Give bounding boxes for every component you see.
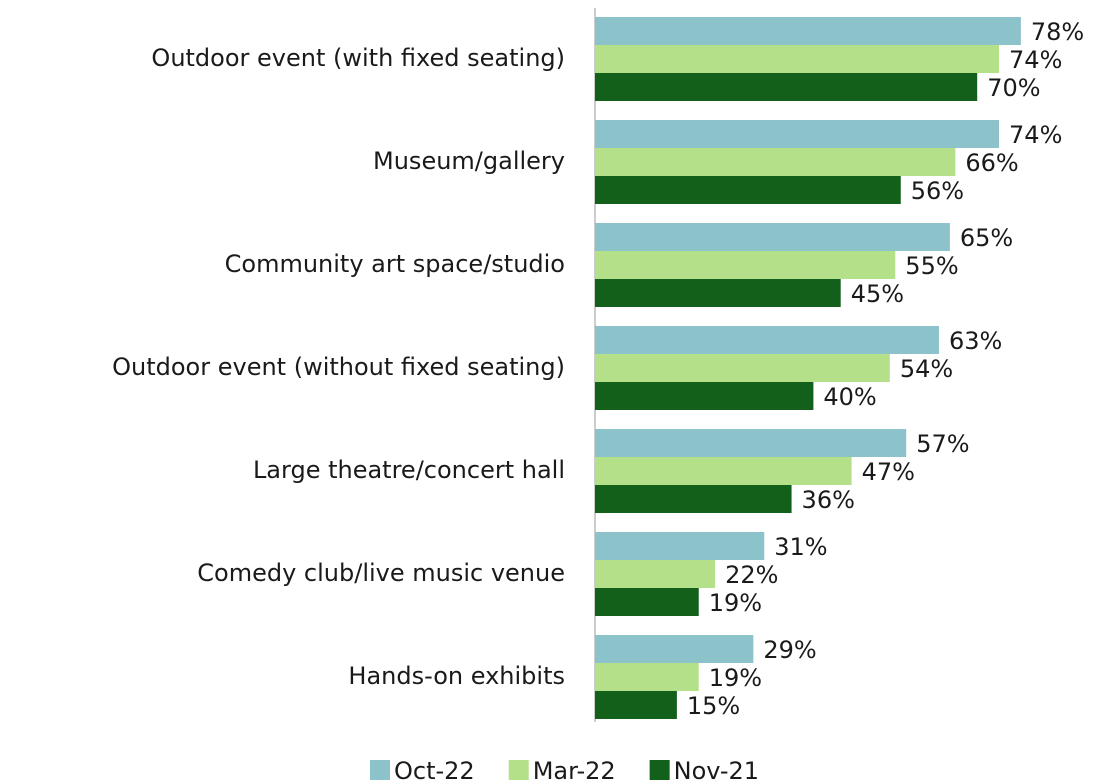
bar — [595, 223, 950, 251]
category-label: Comedy club/live music venue — [197, 559, 565, 587]
data-label: 74% — [1009, 121, 1062, 149]
bar — [595, 17, 1021, 45]
bar — [595, 691, 677, 719]
category-label: Large theatre/concert hall — [253, 456, 565, 484]
data-label: 57% — [916, 430, 969, 458]
bar — [595, 45, 1000, 73]
category-label: Hands-on exhibits — [348, 662, 565, 690]
bar — [595, 457, 852, 485]
bar — [595, 663, 699, 691]
data-label: 31% — [774, 533, 827, 561]
data-label: 47% — [862, 458, 915, 486]
legend-label: Mar-22 — [533, 757, 616, 783]
bar — [595, 382, 814, 410]
legend-swatch — [508, 760, 529, 780]
bar — [595, 635, 754, 663]
bar — [595, 251, 896, 279]
bar — [595, 326, 939, 354]
bar — [595, 120, 1000, 148]
data-label: 74% — [1009, 46, 1062, 74]
data-label: 56% — [911, 177, 964, 205]
bar — [595, 354, 890, 382]
legend-swatch — [370, 760, 390, 780]
data-label: 40% — [823, 383, 876, 411]
data-label: 29% — [763, 636, 816, 664]
bar — [595, 73, 978, 101]
bar — [595, 176, 901, 204]
data-label: 70% — [987, 74, 1040, 102]
data-label: 66% — [965, 149, 1018, 177]
category-label: Outdoor event (with fixed seating) — [151, 44, 565, 72]
data-label: 55% — [905, 252, 958, 280]
data-label: 15% — [687, 692, 740, 720]
legend-label: Nov-21 — [674, 757, 759, 783]
bar — [595, 560, 716, 588]
data-label: 63% — [949, 327, 1002, 355]
category-label: Outdoor event (without fixed seating) — [112, 353, 565, 381]
bar — [595, 532, 765, 560]
data-label: 65% — [960, 224, 1013, 252]
bar — [595, 588, 699, 616]
legend-swatch — [649, 760, 670, 780]
bar — [595, 148, 956, 176]
category-label: Museum/gallery — [373, 147, 565, 175]
bar — [595, 279, 841, 307]
legend-label: Oct-22 — [394, 757, 475, 783]
data-label: 54% — [900, 355, 953, 383]
data-label: 19% — [709, 664, 762, 692]
data-label: 78% — [1031, 18, 1084, 46]
data-label: 45% — [851, 280, 904, 308]
bar — [595, 429, 907, 457]
data-label: 36% — [802, 486, 855, 514]
bar — [595, 485, 792, 513]
data-label: 19% — [709, 589, 762, 617]
category-label: Community art space/studio — [225, 250, 565, 278]
data-label: 22% — [725, 561, 778, 589]
